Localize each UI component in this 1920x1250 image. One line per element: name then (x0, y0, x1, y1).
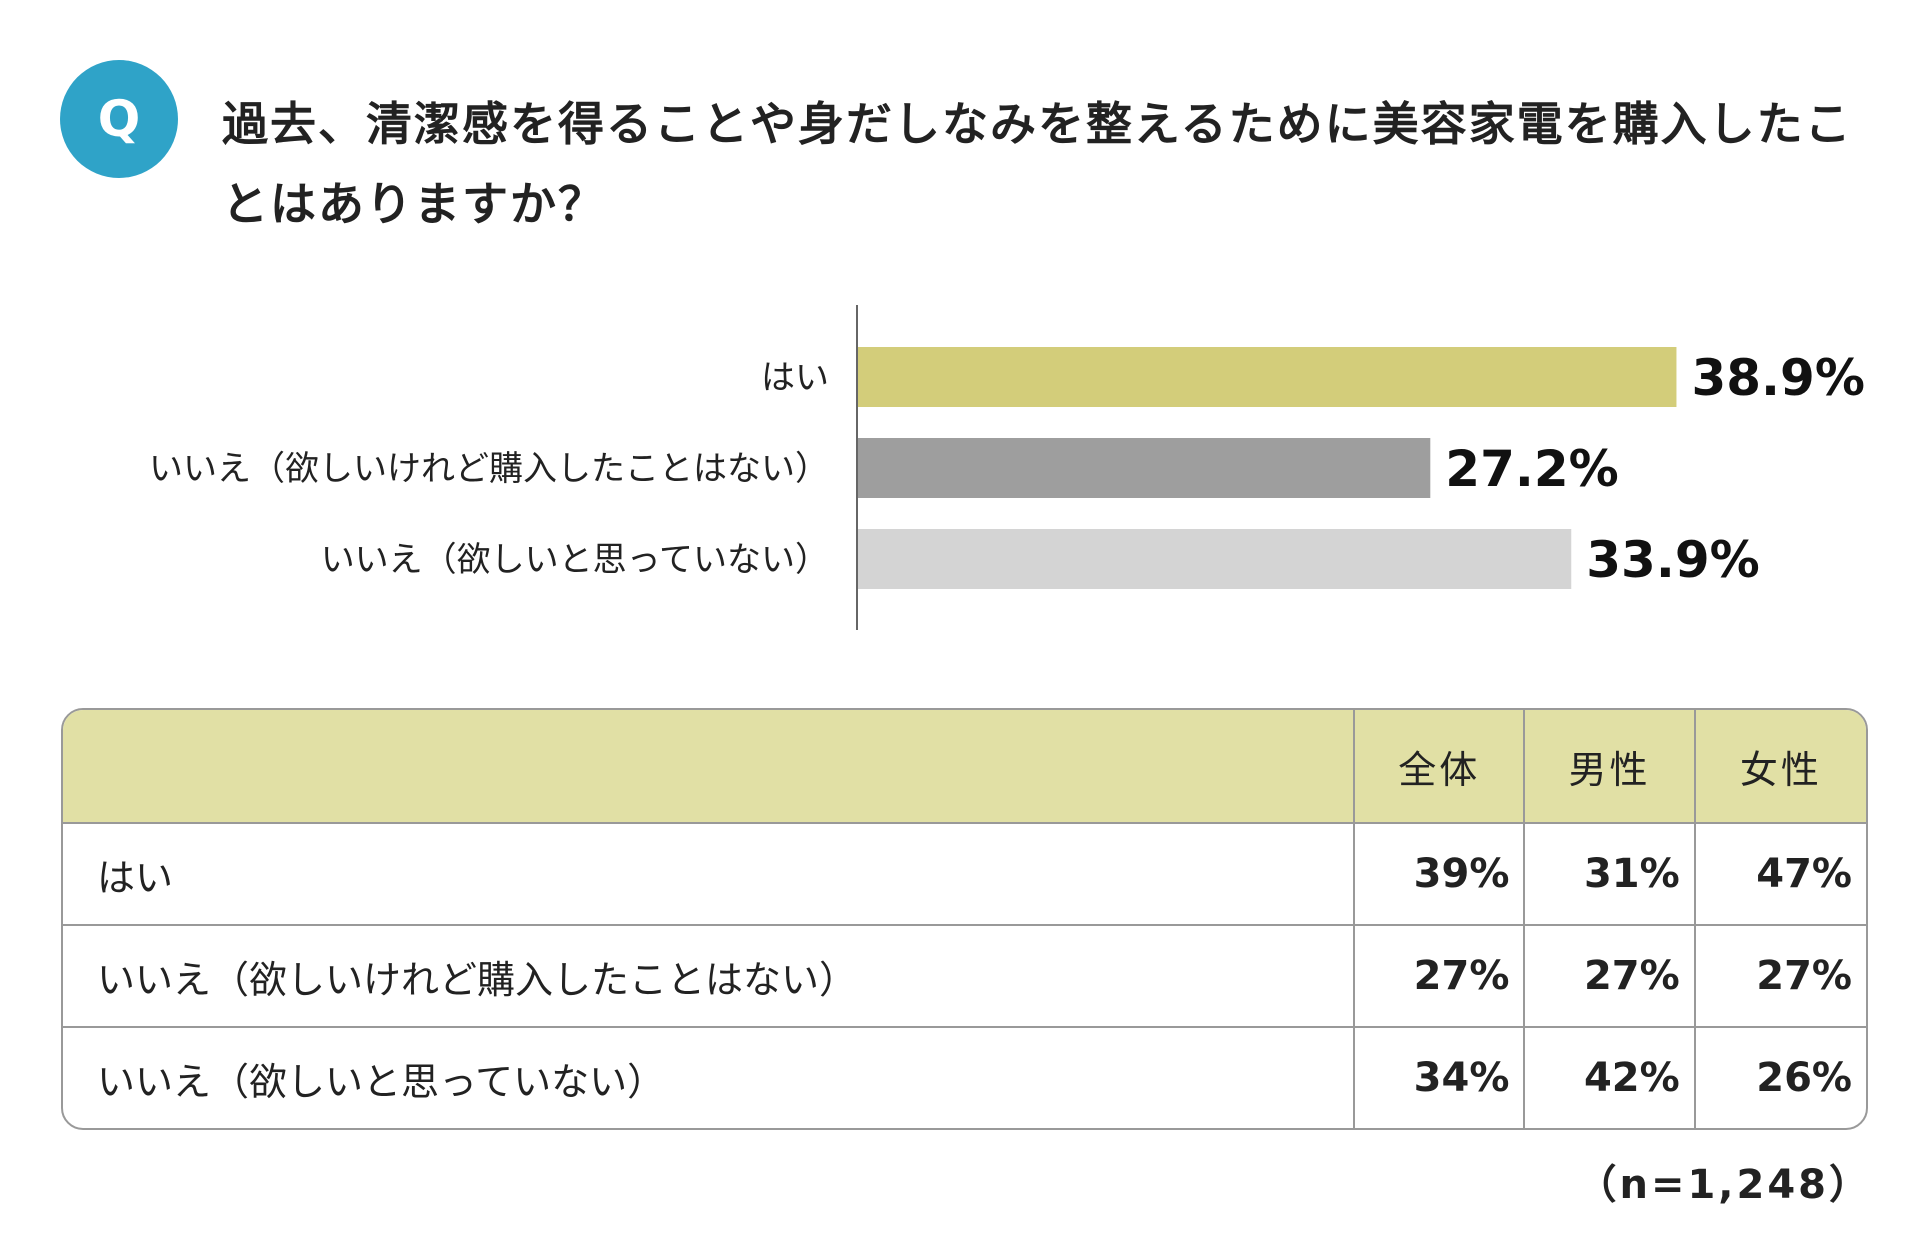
table-row-label: いいえ（欲しいと思っていない） (63, 1028, 1356, 1128)
table-cell-male: 42% (1525, 1028, 1696, 1128)
table-cell-female: 47% (1695, 824, 1866, 926)
table-header-female: 女性 (1695, 710, 1866, 824)
table-cell-female: 27% (1695, 926, 1866, 1028)
table-cell-male: 27% (1525, 926, 1696, 1028)
table-cell-male: 31% (1525, 824, 1696, 926)
table-cell-total: 34% (1355, 1028, 1526, 1128)
chart-bar (858, 438, 1431, 498)
chart-value-label: 38.9% (1691, 349, 1864, 407)
table-cell-total: 39% (1355, 824, 1526, 926)
table-row: はい 39% 31% 47% (63, 824, 1866, 926)
sample-size-note: （n=1,248） (1576, 1162, 1872, 1208)
question-text: 過去、清潔感を得ることや身だしなみを整えるために美容家電を購入したことはあります… (222, 97, 1853, 231)
table-cell-total: 27% (1355, 926, 1526, 1028)
chart-value-label: 27.2% (1445, 440, 1618, 498)
table-row: いいえ（欲しいと思っていない） 34% 42% 26% (63, 1028, 1866, 1128)
chart-category-label: いいえ（欲しいけれど購入したことはない） (149, 449, 829, 489)
table-cell-female: 26% (1756, 1055, 1852, 1101)
table-row-label: はい (63, 824, 1356, 926)
table-header-male: 男性 (1525, 710, 1696, 824)
chart-category-label: いいえ（欲しいと思っていない） (321, 540, 829, 580)
chart-value-label: 33.9% (1586, 531, 1759, 589)
results-table: 全体 男性 女性 はい 39% 31% 47% いいえ（欲しいけれど購入したこと… (61, 708, 1868, 1130)
bar-chart: はい 38.9% いいえ（欲しいけれど購入したことはない） 27.2% いいえ（欲しいと… (149, 305, 1865, 630)
table-row: いいえ（欲しいけれど購入したことはない） 27% 27% 27% (63, 926, 1866, 1028)
chart-bar (858, 347, 1677, 407)
table-header-total: 全体 (1355, 710, 1526, 824)
chart-category-label: はい (761, 358, 829, 398)
chart-bar (858, 529, 1572, 589)
table-header-blank (63, 710, 1356, 824)
table-header-row: 全体 男性 女性 (63, 710, 1866, 824)
question-badge: Q (60, 60, 178, 178)
table-row-label: いいえ（欲しいけれど購入したことはない） (63, 926, 1356, 1028)
